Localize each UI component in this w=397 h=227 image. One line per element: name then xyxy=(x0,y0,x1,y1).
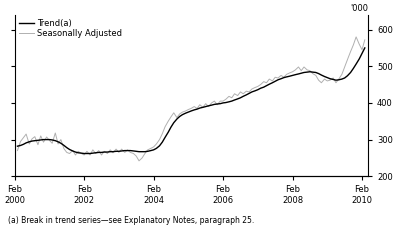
Text: (a) Break in trend series—see Explanatory Notes, paragraph 25.: (a) Break in trend series—see Explanator… xyxy=(8,216,254,225)
Text: '000: '000 xyxy=(350,4,368,13)
Legend: Trend(a), Seasonally Adjusted: Trend(a), Seasonally Adjusted xyxy=(19,19,122,38)
